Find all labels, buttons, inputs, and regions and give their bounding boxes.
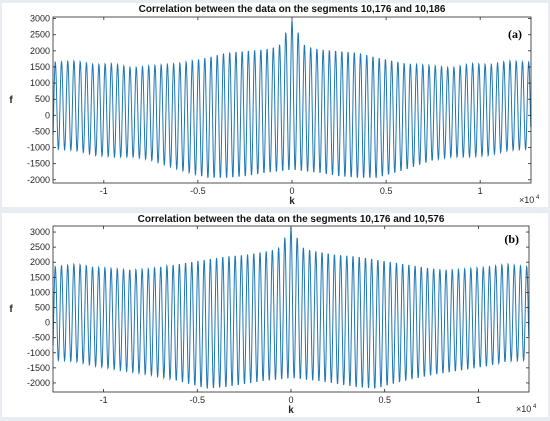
y-tick-label: -2000	[27, 378, 50, 388]
chart-panel-a: -1 -0.5 0 0.5 1 -2000 -1500 -1000 -500 0 500 1000 15…	[9, 4, 540, 207]
y-tick-label: 2000	[30, 257, 50, 267]
x-axis-label: k	[289, 196, 295, 207]
chart-panel-b: -1 -0.5 0 0.5 1 -2000 -1500 -1000 -500 0 500 1000 15…	[9, 214, 537, 416]
x-exponent-base: ×10	[519, 195, 534, 205]
x-tick-label: 0	[289, 186, 294, 196]
chart-title: Correlation between the data on the segm…	[138, 214, 445, 225]
x-exponent-power: 4	[533, 404, 537, 410]
panel-tag: (b)	[504, 232, 519, 246]
y-tick-label: -1500	[27, 363, 50, 373]
y-tick-label: -1500	[27, 159, 50, 169]
y-tick-label: 2500	[30, 30, 50, 40]
series-line	[52, 20, 532, 178]
y-tick-label: 0	[45, 110, 50, 120]
y-tick-label: 2000	[30, 46, 50, 56]
x-tick-label: 1	[478, 186, 483, 196]
y-tick-label: 2500	[30, 242, 50, 252]
x-tick-label: -1	[100, 186, 108, 196]
y-tick-label: 500	[35, 302, 50, 312]
x-tick-label: 1	[476, 395, 481, 405]
x-tick-label: 0	[288, 395, 293, 405]
y-tick-label: 3000	[30, 14, 50, 24]
y-tick-label: 500	[35, 94, 50, 104]
y-axis-label: f	[9, 304, 13, 315]
y-tick-label: -1000	[27, 143, 50, 153]
y-tick-label: 1000	[30, 287, 50, 297]
x-exponent-base: ×10	[516, 404, 531, 414]
x-tick-label: -0.5	[190, 186, 206, 196]
x-axis-label: k	[288, 405, 294, 416]
y-tick-label: 1000	[30, 78, 50, 88]
y-tick-label: 1500	[30, 272, 50, 282]
y-tick-label: -500	[32, 333, 50, 343]
panel-tag: (a)	[508, 27, 522, 41]
y-tick-label: -2000	[27, 175, 50, 185]
chart-title: Correlation between the data on the segm…	[139, 4, 446, 15]
y-axis-label: f	[9, 95, 13, 106]
x-tick-label: 0.5	[378, 395, 391, 405]
y-tick-label: 0	[45, 318, 50, 328]
x-tick-label: 0.5	[380, 186, 393, 196]
y-tick-label: -1000	[27, 348, 50, 358]
y-tick-label: 3000	[30, 227, 50, 237]
x-tick-label: -1	[100, 395, 108, 405]
x-tick-label: -0.5	[190, 395, 206, 405]
y-tick-label: -500	[32, 126, 50, 136]
x-exponent-power: 4	[536, 195, 540, 201]
y-tick-label: 1500	[30, 62, 50, 72]
